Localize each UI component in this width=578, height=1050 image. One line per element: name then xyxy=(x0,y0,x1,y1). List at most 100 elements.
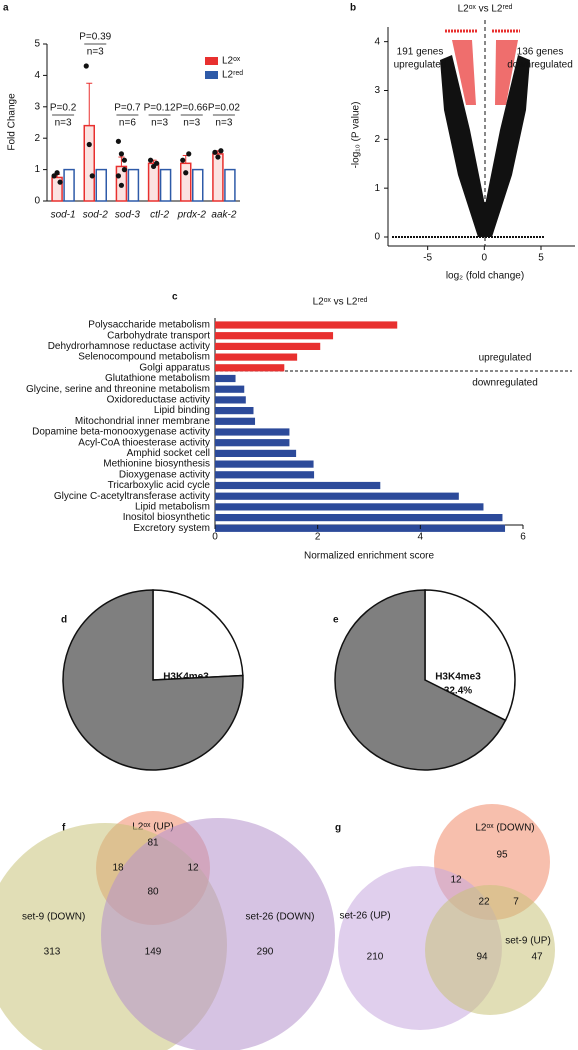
y-tick-label: 3 xyxy=(34,101,40,112)
panel-letter: f xyxy=(62,823,66,834)
x-tick-label: aak-2 xyxy=(211,210,236,221)
bar xyxy=(215,396,246,404)
bar xyxy=(215,332,334,340)
region-count: 149 xyxy=(145,947,162,958)
data-point xyxy=(115,138,122,144)
y-tick-label: 4 xyxy=(34,70,40,81)
y-tick-label: Amphid socket cell xyxy=(127,448,210,459)
y-tick-label: 1 xyxy=(34,164,40,175)
bar xyxy=(215,492,459,500)
n-value: n=3 xyxy=(55,118,72,129)
data-point xyxy=(186,151,192,157)
set-label: set-26 (DOWN) xyxy=(246,912,315,923)
bar xyxy=(212,153,224,202)
region-count: 7 xyxy=(513,897,519,908)
bar xyxy=(83,124,95,202)
region-count: 95 xyxy=(496,850,508,861)
data-point xyxy=(180,157,186,163)
p-value: P=0.39 xyxy=(79,32,111,43)
legend-swatch xyxy=(205,57,218,65)
bar xyxy=(215,321,398,329)
y-tick-label: Dioxygenase activity xyxy=(119,469,210,480)
y-tick-label: Selenocompound metabolism xyxy=(78,352,210,363)
bar xyxy=(159,168,172,202)
y-tick-label: 4 xyxy=(374,36,380,47)
set-label: L2ᵒˣ (UP) xyxy=(132,822,174,833)
slice-label: H3K4me3 xyxy=(435,672,481,683)
slice-label: H3K4me3 xyxy=(163,672,209,683)
panel-letter: g xyxy=(335,823,341,834)
y-tick-label: 5 xyxy=(34,39,40,50)
y-tick-label: Glycine, serine and threonine metabolism xyxy=(26,384,210,395)
set-label: set-9 (DOWN) xyxy=(22,912,85,923)
data-point xyxy=(54,170,60,176)
bar xyxy=(215,417,256,425)
p-value: P=0.02 xyxy=(208,103,240,114)
x-tick-label: 5 xyxy=(538,253,544,264)
p-value: P=0.7 xyxy=(114,103,141,114)
bar xyxy=(127,168,140,202)
point-cloud-red xyxy=(452,40,476,105)
data-point xyxy=(118,182,125,188)
bar xyxy=(215,353,298,361)
panel-letter: a xyxy=(3,3,9,14)
data-point xyxy=(218,148,224,154)
region-count: 290 xyxy=(257,947,274,958)
y-tick-label: Golgi apparatus xyxy=(139,362,210,373)
y-tick-label: Dehydrorhamnose reductase activity xyxy=(48,341,210,352)
venn-set xyxy=(425,885,555,1015)
panel-letter: d xyxy=(61,615,67,626)
bar xyxy=(215,385,245,393)
data-point xyxy=(121,167,128,173)
bar xyxy=(215,407,254,415)
annotation: upregulated xyxy=(394,60,447,71)
region-count: 12 xyxy=(187,863,199,874)
data-point xyxy=(215,154,221,160)
x-tick-label: -5 xyxy=(423,253,432,264)
y-tick-label: Acyl-CoA thioesterase activity xyxy=(78,437,210,448)
p-value: P=0.66 xyxy=(176,103,208,114)
bar xyxy=(63,168,75,202)
annotation: 136 genes xyxy=(517,47,564,58)
x-tick-label: 2 xyxy=(315,532,321,543)
value-label: 32.4% xyxy=(444,686,472,697)
x-tick-label: 0 xyxy=(482,253,488,264)
data-point xyxy=(153,160,160,166)
y-tick-label: 2 xyxy=(374,134,380,145)
bar xyxy=(215,514,503,522)
bar xyxy=(215,471,315,479)
bar xyxy=(215,439,290,447)
y-tick-label: Mitochondrial inner membrane xyxy=(75,416,211,427)
data-point xyxy=(121,157,128,163)
data-point xyxy=(183,170,189,176)
set-label: set-26 (UP) xyxy=(339,911,390,922)
y-tick-label: Tricarboxylic acid cycle xyxy=(108,480,211,491)
region-count: 313 xyxy=(44,947,61,958)
y-tick-label: Dopamine beta-monooxygenase activity xyxy=(32,427,210,438)
pie-slice xyxy=(62,589,244,771)
y-tick-label: Methionine biosynthesis xyxy=(103,459,210,470)
point-cloud xyxy=(440,55,530,237)
y-tick-label: Lipid metabolism xyxy=(135,502,210,513)
y-tick-label: Glutathione metabolism xyxy=(105,373,210,384)
x-axis-label: Normalized enrichment score xyxy=(304,551,434,562)
bar xyxy=(180,162,192,202)
pie-slice xyxy=(152,589,244,681)
data-point xyxy=(89,173,95,179)
bar xyxy=(215,342,321,350)
y-tick-label: Glycine C-acetyltransferase activity xyxy=(54,491,210,502)
chart-title: L2ᵒˣ vs L2ʳᵉᵈ xyxy=(313,297,368,308)
bar xyxy=(215,428,290,436)
x-tick-label: sod-2 xyxy=(83,210,108,221)
region-count: 47 xyxy=(531,952,543,963)
x-tick-label: sod-3 xyxy=(115,210,140,221)
bar xyxy=(192,168,204,202)
y-tick-label: Polysaccharide metabolism xyxy=(88,320,210,331)
y-tick-label: 2 xyxy=(34,133,40,144)
legend-label: downregulated xyxy=(472,378,538,389)
legend-label: upregulated xyxy=(479,353,532,364)
pie-slice xyxy=(334,589,507,771)
x-tick-label: 6 xyxy=(520,532,526,543)
pie-slice xyxy=(424,589,516,722)
